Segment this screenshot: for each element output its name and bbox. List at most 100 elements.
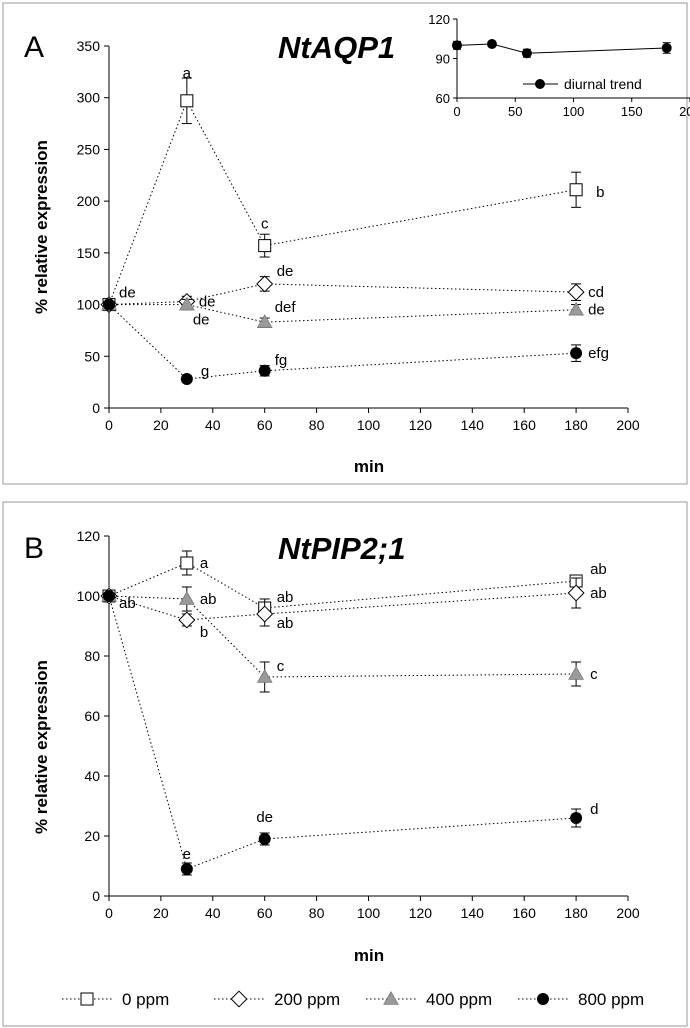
y-tick-label: 0 bbox=[92, 400, 100, 416]
inset-data-point bbox=[521, 48, 532, 59]
inset-x-tick-label: 150 bbox=[621, 104, 643, 119]
data-label: de bbox=[193, 312, 210, 329]
y-tick-label: 20 bbox=[84, 828, 100, 844]
legend: 0 ppm 200 ppm 400 ppm 800 ppm bbox=[62, 990, 644, 1009]
data-label: fg bbox=[275, 352, 288, 369]
inset-y-tick-label: 60 bbox=[436, 91, 450, 106]
series-line bbox=[108, 99, 577, 305]
data-point bbox=[256, 668, 273, 683]
inset-series-line bbox=[456, 43, 667, 54]
data-label: c bbox=[261, 216, 269, 233]
data-point bbox=[567, 283, 585, 301]
data-point bbox=[567, 584, 585, 602]
legend-marker bbox=[80, 992, 94, 1006]
legend-marker bbox=[230, 990, 248, 1008]
data-point bbox=[258, 364, 271, 377]
data-point bbox=[180, 373, 193, 386]
panel-b-title: NtPIP2;1 bbox=[278, 531, 405, 566]
panel-a-letter: A bbox=[24, 31, 44, 64]
y-tick-label: 350 bbox=[77, 38, 101, 54]
x-tick-label: 20 bbox=[153, 905, 169, 921]
x-tick-label: 200 bbox=[616, 417, 640, 433]
inset-y-tick-label: 120 bbox=[428, 12, 450, 27]
y-tick-label: 120 bbox=[77, 528, 101, 544]
x-tick-label: 120 bbox=[409, 417, 433, 433]
y-tick-label: 200 bbox=[77, 193, 101, 209]
data-label: efg bbox=[588, 345, 609, 362]
data-point bbox=[178, 296, 195, 311]
data-label: ab bbox=[200, 591, 217, 608]
series-line bbox=[108, 595, 577, 870]
panel-b-frame bbox=[2, 501, 688, 1027]
data-point bbox=[258, 239, 272, 253]
y-tick-label: 40 bbox=[84, 768, 100, 784]
data-label: d bbox=[590, 801, 598, 818]
series-line bbox=[108, 562, 577, 609]
data-point bbox=[568, 301, 584, 316]
x-tick-label: 20 bbox=[153, 417, 169, 433]
x-tick-label: 120 bbox=[409, 905, 433, 921]
y-tick-label: 100 bbox=[77, 588, 101, 604]
series-line bbox=[109, 304, 577, 323]
data-point bbox=[568, 665, 584, 680]
data-label: a bbox=[183, 65, 192, 82]
x-tick-label: 0 bbox=[105, 905, 113, 921]
data-label: g bbox=[201, 363, 209, 380]
x-tick-label: 40 bbox=[205, 905, 221, 921]
x-tick-label: 200 bbox=[616, 905, 640, 921]
data-label: ab bbox=[590, 561, 607, 578]
x-tick-label: 100 bbox=[357, 905, 381, 921]
data-point bbox=[178, 590, 195, 605]
y-tick-label: 0 bbox=[92, 888, 100, 904]
x-axis-label-a: min bbox=[354, 457, 384, 476]
inset-data-point bbox=[661, 42, 672, 53]
x-tick-label: 160 bbox=[513, 417, 537, 433]
x-tick-label: 80 bbox=[309, 417, 325, 433]
data-label: de bbox=[588, 302, 605, 319]
data-label: de bbox=[256, 809, 273, 826]
data-label: ab bbox=[277, 615, 294, 632]
data-label: de bbox=[119, 285, 136, 302]
y-axis-label-b: % relative expression bbox=[32, 660, 51, 834]
x-tick-label: 160 bbox=[513, 905, 537, 921]
data-point bbox=[178, 611, 196, 629]
data-point bbox=[256, 605, 274, 623]
data-point bbox=[258, 833, 271, 845]
x-tick-label: 140 bbox=[461, 417, 485, 433]
series-line bbox=[108, 304, 577, 380]
y-tick-label: 50 bbox=[84, 348, 100, 364]
data-label: de bbox=[277, 263, 294, 280]
y-tick-label: 150 bbox=[77, 245, 101, 261]
panel-a-title: NtAQP1 bbox=[278, 30, 395, 65]
data-label: a bbox=[200, 555, 209, 572]
data-point bbox=[256, 314, 273, 328]
data-point bbox=[570, 812, 583, 824]
inset-x-tick-label: 50 bbox=[508, 104, 522, 119]
y-tick-label: 100 bbox=[77, 297, 101, 313]
x-tick-label: 100 bbox=[357, 417, 381, 433]
panel-b-letter: B bbox=[24, 532, 44, 565]
inset-x-tick-label: 0 bbox=[453, 104, 460, 119]
x-tick-label: 0 bbox=[105, 417, 113, 433]
inset-legend-marker bbox=[535, 79, 545, 89]
x-tick-label: 140 bbox=[461, 905, 485, 921]
legend-marker bbox=[537, 993, 549, 1005]
x-tick-label: 180 bbox=[564, 417, 588, 433]
panel-a-frame bbox=[2, 2, 688, 485]
data-point bbox=[569, 183, 583, 197]
data-label: b bbox=[596, 184, 604, 201]
legend-marker bbox=[383, 990, 399, 1005]
inset-y-tick-label: 90 bbox=[436, 52, 450, 67]
y-tick-label: 250 bbox=[77, 141, 101, 157]
y-tick-label: 300 bbox=[77, 90, 101, 106]
legend-label: 400 ppm bbox=[426, 990, 492, 1009]
data-label: b bbox=[200, 624, 208, 641]
inset-data-point bbox=[486, 39, 497, 50]
data-point bbox=[570, 347, 583, 360]
legend-label: 200 ppm bbox=[274, 990, 340, 1009]
x-axis-label-b: min bbox=[354, 946, 384, 965]
y-tick-label: 60 bbox=[84, 708, 100, 724]
x-tick-label: 80 bbox=[309, 905, 325, 921]
series-line bbox=[108, 595, 577, 678]
